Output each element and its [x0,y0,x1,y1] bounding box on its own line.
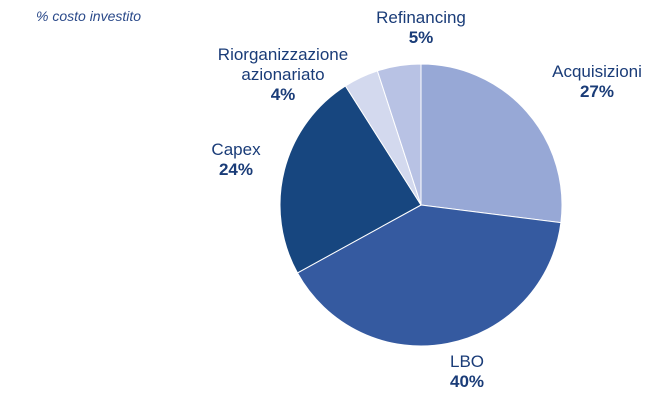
slice-label: Riorganizzazione azionariato 4% [188,45,378,105]
category-label: Refinancing [376,8,466,27]
category-label: LBO [449,352,485,371]
category-label: Capex [211,140,261,159]
slice-label: Capex 24% [211,140,260,180]
value-label: 5% [408,28,434,47]
value-label: 4% [270,85,296,104]
category-label: Riorganizzazione azionariato [217,45,349,84]
value-label: 27% [579,82,615,101]
value-label: 24% [218,160,254,179]
slice-label: Acquisizioni 27% [552,62,642,102]
pie-slice [376,63,422,206]
pie-slice [279,85,422,274]
category-label: Acquisizioni [552,62,642,81]
slice-label: LBO 40% [450,352,484,392]
chart-subtitle: % costo investito [36,8,142,24]
pie-slice [420,63,563,224]
pie-slice [296,204,562,347]
slice-label: Refinancing 5% [376,8,466,48]
value-label: 40% [449,372,485,391]
